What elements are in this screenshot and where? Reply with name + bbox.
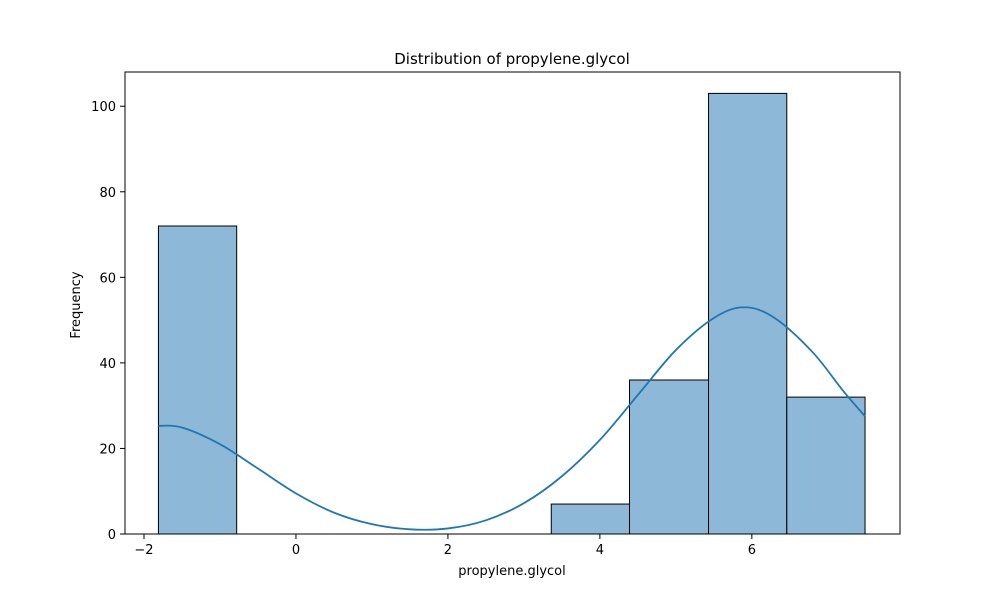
- x-tick-label-4: 6: [748, 543, 756, 558]
- x-tick-label-0: −2: [134, 543, 153, 558]
- y-tick-label-5: 100: [91, 100, 116, 115]
- histogram-bar-8: [786, 396, 866, 535]
- x-tick-label-2: 2: [444, 543, 452, 558]
- y-tick-label-3: 60: [99, 271, 116, 286]
- histogram-bar-6: [629, 379, 710, 535]
- x-tick-label-3: 4: [596, 543, 604, 558]
- y-tick-label-4: 80: [99, 186, 116, 201]
- histogram-bar-0: [157, 225, 238, 535]
- plot-frame: [124, 71, 901, 535]
- y-axis-label: Frequency: [69, 271, 84, 338]
- kde-curve: [158, 306, 866, 531]
- y-tick-label-0: 0: [108, 528, 116, 543]
- histogram-bar-5: [550, 503, 631, 535]
- x-axis-ticks: −2 0 2 4 6: [134, 534, 756, 558]
- y-tick-label-2: 40: [99, 357, 116, 372]
- chart-title: Distribution of propylene.glycol: [394, 50, 630, 68]
- x-tick-label-1: 0: [292, 543, 300, 558]
- y-tick-label-1: 20: [99, 442, 116, 457]
- x-axis-label: propylene.glycol: [458, 564, 565, 579]
- y-axis-ticks: 0 20 40 60 80 100: [91, 100, 125, 543]
- histogram-bars: [157, 92, 866, 535]
